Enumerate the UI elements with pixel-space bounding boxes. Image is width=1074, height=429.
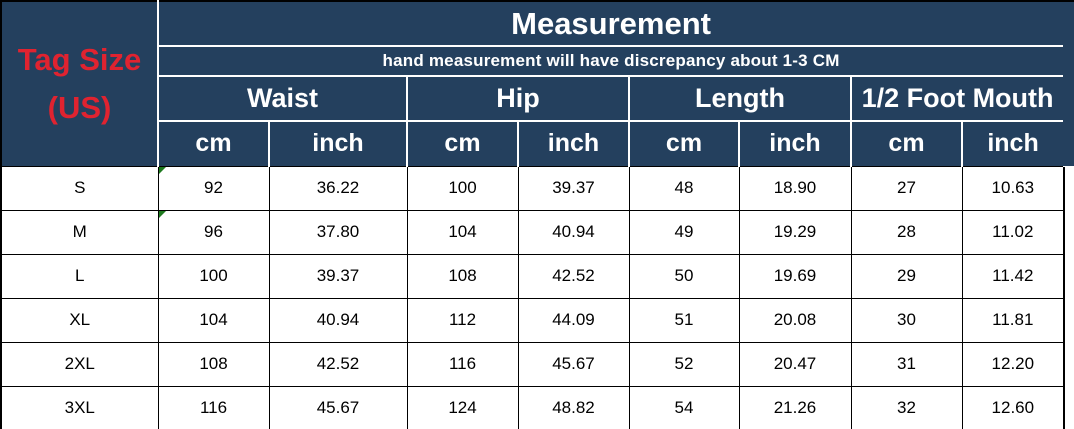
value-cell: 11.42 — [961, 253, 1065, 299]
value-cell: 31 — [850, 341, 963, 387]
value-cell: 19.29 — [738, 209, 852, 255]
header-right-strip — [1063, 0, 1074, 166]
unit-header: inch — [268, 120, 408, 167]
size-label: L — [0, 253, 159, 299]
size-label: 3XL — [0, 385, 159, 429]
value-cell: 124 — [406, 385, 519, 429]
value-cell: 44.09 — [517, 297, 630, 343]
table-row: L 100 39.37 108 42.52 50 19.69 29 11.42 — [0, 253, 1065, 299]
value-cell: 92 — [157, 165, 270, 211]
size-label: XL — [0, 297, 159, 343]
size-label: M — [0, 209, 159, 255]
value-cell: 104 — [406, 209, 519, 255]
value-cell: 112 — [406, 297, 519, 343]
value-cell: 18.90 — [738, 165, 852, 211]
value-cell: 40.94 — [517, 209, 630, 255]
tag-size-header: Tag Size (US) — [0, 0, 159, 167]
green-corner-flag-icon — [158, 166, 166, 174]
value-cell: 19.69 — [738, 253, 852, 299]
value-cell: 12.60 — [961, 385, 1065, 429]
tag-size-line1: Tag Size — [17, 41, 142, 77]
value-cell: 39.37 — [517, 165, 630, 211]
green-corner-flag-icon — [158, 210, 166, 218]
size-label: 2XL — [0, 341, 159, 387]
header-row-groups: Waist Hip Length 1/2 Foot Mouth — [1, 75, 1066, 122]
discrepancy-note: hand measurement will have discrepancy a… — [156, 45, 1066, 77]
value-cell: 48 — [628, 165, 740, 211]
tag-size-line2: (US) — [47, 89, 112, 125]
table-row: M 96 37.80 104 40.94 49 19.29 28 11.02 — [0, 209, 1065, 255]
group-header-hip: Hip — [406, 75, 630, 122]
value-cell: 27 — [850, 165, 963, 211]
value-cell: 51 — [628, 297, 740, 343]
header-row-title: Tag Size (US) Measurement — [0, 0, 1066, 167]
value-cell: 104 — [157, 297, 270, 343]
unit-header: inch — [738, 120, 852, 167]
value-cell: 11.02 — [961, 209, 1065, 255]
value-cell: 52 — [628, 341, 740, 387]
unit-header: cm — [406, 120, 519, 167]
unit-header: cm — [850, 120, 963, 167]
value-cell: 30 — [850, 297, 963, 343]
unit-header: inch — [517, 120, 630, 167]
unit-header: inch — [960, 120, 1066, 167]
table-row: XL 104 40.94 112 44.09 51 20.08 30 11.81 — [0, 297, 1065, 343]
unit-header: cm — [157, 120, 270, 167]
value-cell: 49 — [628, 209, 740, 255]
value-cell: 108 — [406, 253, 519, 299]
value-cell: 12.20 — [961, 341, 1065, 387]
value-cell: 108 — [157, 341, 270, 387]
value-cell: 50 — [628, 253, 740, 299]
value-cell: 32 — [850, 385, 963, 429]
size-table-body: S 92 36.22 100 39.37 48 18.90 27 10.63 M 96 37.80 10… — [0, 165, 1065, 429]
value-cell: 116 — [406, 341, 519, 387]
value-cell: 116 — [157, 385, 270, 429]
value-cell: 37.80 — [268, 209, 408, 255]
value-cell: 20.47 — [738, 341, 852, 387]
unit-header: cm — [628, 120, 740, 167]
value-cell: 29 — [850, 253, 963, 299]
value-cell: 45.67 — [268, 385, 408, 429]
value-cell: 48.82 — [517, 385, 630, 429]
header-row-subtitle: hand measurement will have discrepancy a… — [1, 45, 1066, 77]
value-cell: 42.52 — [268, 341, 408, 387]
value-cell: 42.52 — [517, 253, 630, 299]
value-cell: 28 — [850, 209, 963, 255]
value-cell: 45.67 — [517, 341, 630, 387]
table-row: S 92 36.22 100 39.37 48 18.90 27 10.63 — [0, 165, 1065, 211]
group-header-waist: Waist — [157, 75, 408, 122]
measurement-title: Measurement — [156, 0, 1066, 47]
value-cell: 36.22 — [268, 165, 408, 211]
value-cell: 54 — [628, 385, 740, 429]
value-cell: 96 — [157, 209, 270, 255]
size-label: S — [0, 165, 159, 211]
value-cell: 11.81 — [961, 297, 1065, 343]
value-cell: 100 — [157, 253, 270, 299]
table-row: 2XL 108 42.52 116 45.67 52 20.47 31 12.20 — [0, 341, 1065, 387]
value-cell: 100 — [406, 165, 519, 211]
group-header-foot-mouth: 1/2 Foot Mouth — [849, 75, 1066, 122]
value-cell: 20.08 — [738, 297, 852, 343]
value-cell: 10.63 — [961, 165, 1065, 211]
header-row-units: cm inch cm inch cm inch cm inch — [1, 120, 1066, 167]
value-cell: 21.26 — [738, 385, 852, 429]
group-header-length: Length — [628, 75, 852, 122]
value-cell: 40.94 — [268, 297, 408, 343]
table-row: 3XL 116 45.67 124 48.82 54 21.26 32 12.60 — [0, 385, 1065, 429]
value-cell: 39.37 — [268, 253, 408, 299]
